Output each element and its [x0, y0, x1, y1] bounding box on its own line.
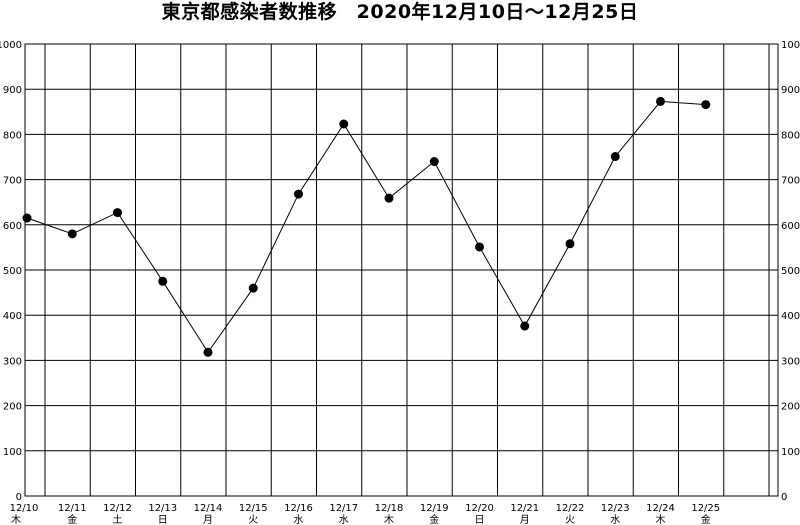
- x-tick-weekday-label: 日: [475, 515, 485, 525]
- x-tick-weekday-label: 金: [701, 513, 711, 525]
- data-point: [113, 208, 122, 218]
- y-tick-label-right: 400: [781, 311, 800, 322]
- y-tick-label-left: 0: [16, 492, 22, 503]
- y-tick-label-right: 100: [781, 447, 800, 458]
- x-tick-weekday-label: 日: [158, 515, 168, 525]
- x-tick-weekday-label: 土: [113, 513, 123, 525]
- data-point: [701, 100, 711, 110]
- y-tick-label-right: 1000: [781, 40, 800, 51]
- x-tick-date-label: 12/12: [103, 503, 132, 514]
- data-point: [656, 96, 665, 106]
- x-tick-date-label: 12/16: [284, 503, 313, 514]
- x-tick-date-label: 12/18: [375, 503, 404, 514]
- y-tick-label-left: 700: [3, 176, 22, 187]
- x-tick-date-label: 12/20: [465, 503, 494, 514]
- y-tick-label-left: 400: [3, 311, 22, 322]
- y-tick-label-left: 300: [3, 356, 22, 367]
- y-axis-left: 0 100 200 300 400 500 600 700 800 900 1000: [0, 40, 22, 503]
- chart-title: 東京都感染者数推移 2020年12月10日～12月25日: [161, 1, 639, 23]
- data-point: [565, 239, 575, 249]
- x-tick-weekday-label: 木: [384, 514, 394, 525]
- data-point: [203, 347, 213, 357]
- data-point: [158, 276, 168, 286]
- data-point: [67, 229, 77, 239]
- data-point: [339, 119, 349, 129]
- series-group: [22, 96, 711, 357]
- x-tick-date-label: 12/24: [646, 503, 675, 514]
- y-tick-label-left: 1000: [0, 40, 22, 51]
- y-axis-right: 0 100 200 300 400 500 600 700 800 900 1000: [781, 40, 800, 503]
- x-tick-date-label: 12/11: [58, 503, 87, 514]
- x-tick-date-label: 12/21: [510, 503, 539, 514]
- x-tick-date-label: 12/10: [10, 503, 39, 514]
- plot-frame: [24, 43, 779, 497]
- x-tick-date-label: 12/14: [194, 503, 223, 514]
- x-tick-date-label: 12/19: [420, 503, 449, 514]
- y-tick-label-right: 500: [781, 266, 800, 277]
- x-tick-weekday-label: 水: [294, 514, 304, 525]
- x-tick-weekday-label: 水: [610, 514, 620, 525]
- x-tick-weekday-label: 木: [11, 514, 21, 525]
- data-point: [475, 242, 484, 252]
- x-tick-weekday-label: 金: [67, 513, 77, 525]
- x-tick-weekday-label: 木: [656, 514, 666, 525]
- y-tick-label-right: 300: [781, 356, 800, 367]
- data-point: [294, 189, 303, 199]
- x-tick-weekday-label: 火: [565, 514, 575, 525]
- x-tick-date-label: 12/23: [601, 503, 630, 514]
- y-tick-label-left: 200: [3, 402, 22, 413]
- data-point: [384, 193, 394, 203]
- series-line: [26, 100, 706, 354]
- y-tick-label-right: 200: [781, 402, 800, 413]
- y-tick-label-left: 100: [3, 447, 22, 458]
- x-tick-date-label: 12/13: [148, 503, 177, 514]
- grid-lines: [25, 43, 778, 497]
- data-point: [610, 152, 620, 162]
- y-tick-label-left: 600: [3, 221, 22, 232]
- y-tick-label-left: 800: [3, 130, 22, 141]
- x-tick-date-label: 12/22: [556, 503, 585, 514]
- x-tick-weekday-label: 月: [203, 514, 213, 525]
- y-tick-label-right: 0: [781, 492, 787, 503]
- x-axis: 12/10木12/11金12/12土12/13日12/14月12/15火12/1…: [10, 503, 721, 525]
- plot-border: [24, 43, 779, 497]
- y-tick-label-left: 900: [3, 85, 22, 96]
- y-tick-label-right: 800: [781, 130, 800, 141]
- y-tick-label-right: 600: [781, 221, 800, 232]
- x-tick-weekday-label: 金: [429, 513, 439, 525]
- data-point: [520, 321, 530, 331]
- y-tick-label-right: 900: [781, 85, 800, 96]
- y-tick-label-right: 700: [781, 176, 800, 187]
- data-point: [22, 213, 32, 223]
- x-tick-weekday-label: 月: [520, 514, 530, 525]
- data-point: [248, 283, 258, 293]
- x-tick-date-label: 12/15: [239, 503, 268, 514]
- x-tick-weekday-label: 水: [339, 514, 349, 525]
- y-tick-label-left: 500: [3, 266, 22, 277]
- x-tick-date-label: 12/17: [329, 503, 358, 514]
- data-point: [429, 157, 439, 167]
- x-tick-weekday-label: 火: [248, 514, 258, 525]
- x-tick-date-label: 12/25: [691, 503, 720, 514]
